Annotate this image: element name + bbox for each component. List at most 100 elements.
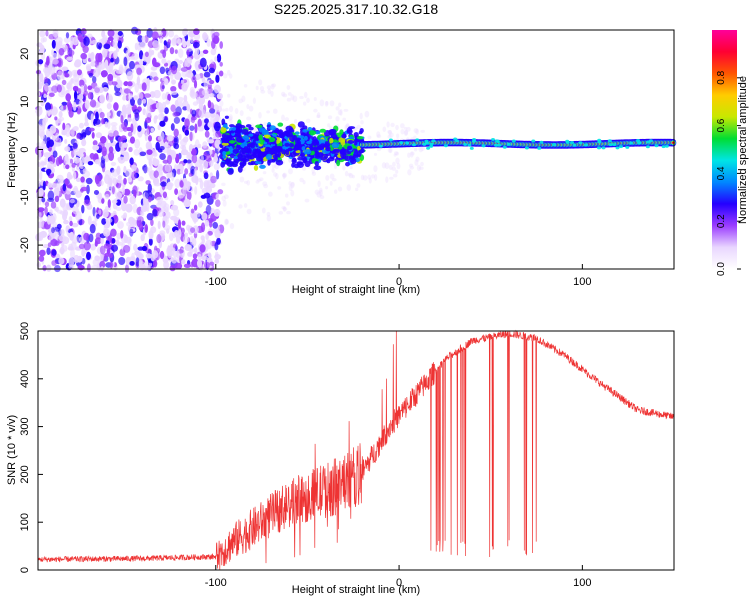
spectrogram-cell bbox=[224, 107, 229, 112]
spectrogram-cell bbox=[157, 200, 162, 206]
spectrogram-cell bbox=[38, 255, 45, 262]
spectrogram-cell bbox=[325, 174, 330, 181]
spectrogram-cell bbox=[405, 141, 410, 145]
spectrogram-cell bbox=[248, 133, 254, 137]
spectrogram-cell bbox=[216, 53, 222, 63]
spectrogram-cell bbox=[153, 170, 159, 178]
spectrogram-cell bbox=[391, 166, 397, 171]
spectrogram-cell bbox=[312, 140, 318, 147]
spectrogram-cell bbox=[201, 256, 209, 261]
spectrogram-cell bbox=[169, 247, 176, 253]
spectrogram-cell bbox=[200, 235, 205, 241]
spectrogram-cell bbox=[94, 240, 98, 247]
spectrogram-cell bbox=[148, 196, 152, 203]
spectrogram-cell bbox=[129, 228, 134, 237]
spectrogram-cell bbox=[41, 140, 46, 150]
spectrogram-cell bbox=[140, 234, 145, 242]
spectrogram-cell bbox=[91, 132, 95, 139]
spectrogram-cell bbox=[224, 115, 229, 119]
spectrogram-cell bbox=[235, 135, 243, 143]
spectrogram-cell bbox=[344, 170, 349, 177]
spectrogram-cell bbox=[172, 111, 180, 118]
spectrogram-cell bbox=[203, 172, 209, 180]
spectrogram-cell bbox=[149, 91, 156, 98]
spectrogram-cell bbox=[264, 138, 270, 143]
spectrogram-cell bbox=[265, 153, 272, 160]
spectrogram-cell bbox=[314, 131, 321, 135]
spectrogram-cell bbox=[413, 128, 419, 134]
spectrogram-cell bbox=[90, 61, 96, 67]
spectrogram-cell bbox=[64, 139, 68, 144]
spectrogram-cell bbox=[110, 161, 117, 166]
spectrogram-cell bbox=[414, 159, 419, 166]
spectrogram-cell bbox=[121, 214, 127, 219]
spectrogram-cell bbox=[144, 34, 149, 44]
spectrogram-cell bbox=[83, 84, 88, 93]
spectrogram-cell bbox=[346, 184, 352, 191]
spectrogram-cell bbox=[184, 168, 189, 175]
spectrogram-cell bbox=[72, 85, 79, 92]
spectrogram-cell bbox=[184, 232, 189, 237]
spectrogram-cell bbox=[38, 128, 45, 138]
spectrogram-cell bbox=[82, 45, 89, 54]
spectrogram-cell bbox=[255, 140, 261, 144]
spectrogram-cell bbox=[137, 98, 142, 106]
spectrogram-cell bbox=[625, 145, 630, 149]
spectrogram-cell bbox=[88, 72, 93, 78]
spectrogram-cell bbox=[73, 171, 77, 180]
spectrogram-cell bbox=[243, 180, 249, 184]
spectrogram-cell bbox=[150, 127, 155, 133]
spectrogram-cell bbox=[43, 67, 50, 74]
spectrogram-cell bbox=[196, 96, 201, 104]
spectrogram-cell bbox=[222, 200, 227, 207]
spectrogram-cell bbox=[290, 189, 295, 197]
spectrogram-cell bbox=[607, 139, 612, 143]
spectrogram-cell bbox=[271, 159, 276, 163]
spectrogram-cell bbox=[201, 212, 208, 221]
spectrogram-cell bbox=[511, 139, 516, 143]
spectrogram-cell bbox=[189, 145, 193, 152]
spectrogram-cell bbox=[395, 151, 399, 156]
spectrogram-cell bbox=[193, 28, 200, 36]
spectrogram-cell bbox=[191, 237, 197, 247]
spectrogram-cell bbox=[157, 210, 165, 218]
spectrogram-cell bbox=[102, 208, 109, 218]
spectrogram-cell bbox=[176, 168, 182, 175]
spectrogram-cell bbox=[48, 92, 55, 98]
snr-y-axis-label: SNR (10 * v/v) bbox=[6, 415, 18, 485]
spectrogram-cell bbox=[215, 193, 219, 200]
spectrogram-cell bbox=[215, 130, 221, 138]
spectrogram-cell bbox=[212, 221, 219, 229]
spectrogram-cell bbox=[368, 177, 372, 184]
spectrogram-cell bbox=[348, 126, 356, 130]
spectrogram-cell bbox=[325, 186, 329, 190]
spectrogram-cell bbox=[415, 128, 419, 135]
spectrogram-cell bbox=[40, 99, 45, 107]
spectrogram-cell bbox=[270, 90, 274, 97]
spectrogram-cell bbox=[326, 158, 331, 164]
spectrogram-cell bbox=[184, 57, 192, 68]
spectrogram-cell bbox=[113, 102, 119, 111]
spectrogram-cell bbox=[122, 142, 129, 148]
spectrogram-cell bbox=[122, 244, 131, 253]
snr-y-tick-label: 0 bbox=[19, 567, 31, 573]
spectrogram-cell bbox=[161, 77, 168, 82]
spectrogram-cell bbox=[373, 173, 378, 181]
spectrogram-cell bbox=[133, 149, 140, 156]
spectrogram-cell bbox=[407, 152, 411, 158]
spectrogram-cell bbox=[56, 174, 64, 182]
spectrogram-cell bbox=[262, 171, 267, 175]
spectrogram-cell bbox=[268, 191, 273, 197]
spectrogram-cell bbox=[302, 101, 307, 106]
spectrogram-cell bbox=[288, 168, 293, 175]
spectrogram-cell bbox=[209, 79, 215, 85]
spectrogram-cell bbox=[245, 124, 252, 128]
snr-axes: -100 0 100 0 100 200 300 400 500 bbox=[19, 322, 592, 589]
spectrogram-cell bbox=[262, 181, 268, 187]
spectrogram-cell bbox=[180, 79, 184, 84]
spectrogram-cell bbox=[281, 91, 286, 97]
spectrogram-cell bbox=[70, 249, 75, 259]
spectrogram-cell bbox=[58, 155, 63, 165]
spectrogram-cell bbox=[95, 232, 102, 240]
spectrogram-cell bbox=[213, 155, 219, 163]
